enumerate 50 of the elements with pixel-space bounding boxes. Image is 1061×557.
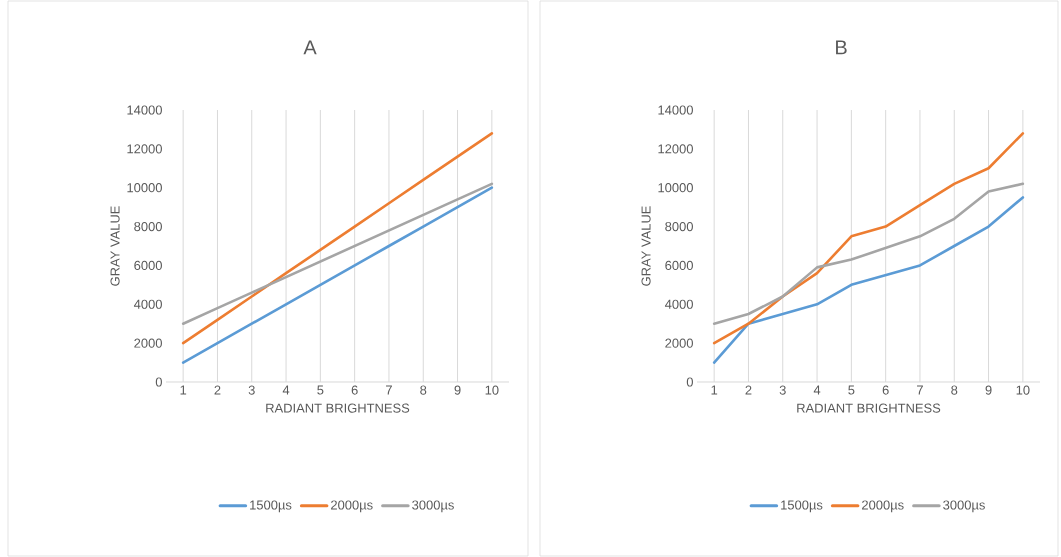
x-tick-label: 2 <box>214 385 221 395</box>
y-tick-label: 2000 <box>134 338 162 348</box>
x-tick-label: 9 <box>454 385 461 395</box>
y-tick-label: 8000 <box>134 221 162 232</box>
x-tick-label: 1 <box>711 385 718 395</box>
line-series <box>712 132 1025 345</box>
x-tick-label: 10 <box>1016 385 1030 395</box>
x-tick-label: 7 <box>386 385 392 395</box>
x-tick-label: 4 <box>813 385 821 395</box>
legend-label: 2000µs <box>862 500 904 513</box>
legend-label: 3000µs <box>943 500 985 513</box>
y-tick-label: 8000 <box>665 221 693 232</box>
y-tick-label: 4000 <box>133 299 162 309</box>
x-tick-label: 4 <box>282 385 290 395</box>
y-tick-label: 0 <box>155 377 162 387</box>
y-tick-label: 6000 <box>665 260 693 271</box>
y-tick-label: 10000 <box>127 183 162 193</box>
x-tick-label: 6 <box>882 385 889 395</box>
y-axis-title: GRAY VALUE <box>110 206 120 286</box>
x-tick-label: 2 <box>745 385 752 395</box>
legend-label: 2000µs <box>331 500 373 513</box>
y-tick-label: 4000 <box>664 299 693 309</box>
x-tick-label: 8 <box>951 385 958 395</box>
x-tick-label: 9 <box>985 385 992 395</box>
x-tick-label: 7 <box>917 385 923 395</box>
x-axis-title: RADIANT BRIGHTNESS <box>797 403 941 413</box>
y-tick-label: 0 <box>686 377 693 387</box>
y-tick-label: 14000 <box>127 105 162 115</box>
chart-title: B <box>836 40 847 55</box>
x-tick-label: 1 <box>180 385 187 395</box>
y-tick-label: 10000 <box>658 183 693 193</box>
y-tick-label: 14000 <box>658 105 693 115</box>
legend-label: 1500µs <box>781 500 823 513</box>
y-tick-label: 2000 <box>665 338 693 348</box>
line-series <box>181 132 494 345</box>
legend-label: 1500µs <box>250 500 292 513</box>
x-tick-label: 10 <box>485 385 499 395</box>
x-tick-label: 5 <box>317 385 324 395</box>
x-tick-label: 8 <box>420 385 427 395</box>
chart-title: A <box>303 40 317 55</box>
y-tick-label: 6000 <box>134 260 162 271</box>
x-tick-label: 3 <box>248 385 255 395</box>
legend-label: 3000µs <box>412 500 454 513</box>
x-tick-label: 5 <box>848 385 855 395</box>
x-axis-title: RADIANT BRIGHTNESS <box>266 403 410 413</box>
y-axis-title: GRAY VALUE <box>641 206 651 286</box>
y-tick-label: 12000 <box>127 144 162 154</box>
x-tick-label: 6 <box>351 385 358 395</box>
y-tick-label: 12000 <box>658 144 693 154</box>
x-tick-label: 3 <box>779 385 786 395</box>
